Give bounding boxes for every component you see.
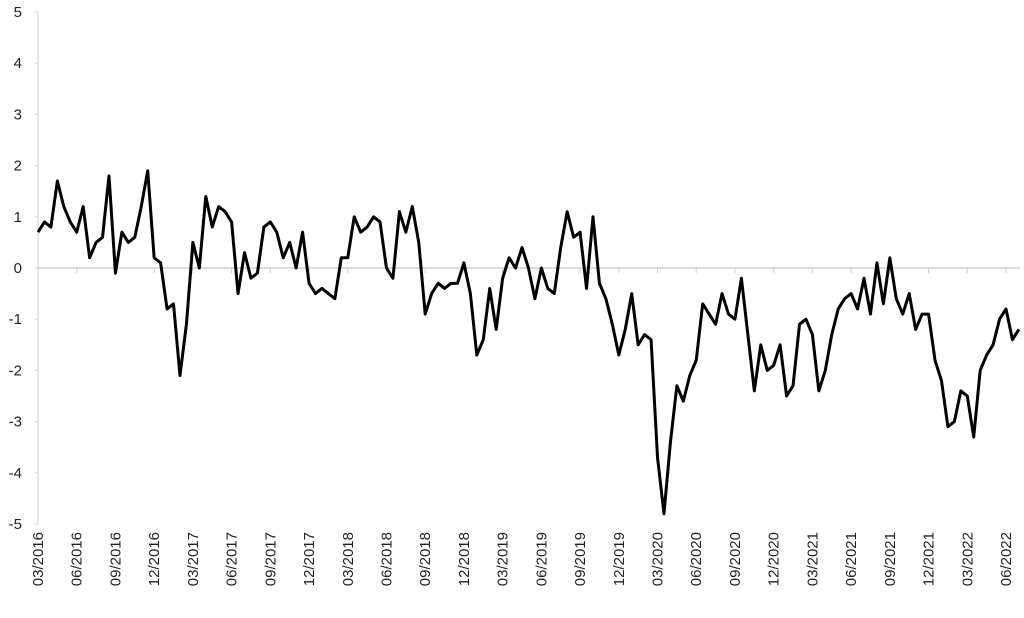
x-tick-label: 03/2022: [959, 532, 976, 586]
x-tick-label: 06/2017: [224, 532, 241, 586]
x-tick-label: 06/2021: [843, 532, 860, 586]
y-tick-label: 2: [14, 158, 22, 175]
x-tick-label: 06/2016: [69, 532, 86, 586]
x-tick-label: 09/2016: [107, 532, 124, 586]
x-tick-label: 12/2018: [456, 532, 473, 586]
x-tick-label: 09/2020: [727, 532, 744, 586]
y-tick-label: 0: [14, 260, 22, 277]
y-tick-label: 4: [14, 55, 22, 72]
x-tick-label: 09/2018: [417, 532, 434, 586]
y-tick-label: -1: [9, 311, 22, 328]
x-tick-label: 06/2022: [998, 532, 1015, 586]
y-tick-label: -4: [9, 465, 22, 482]
y-tick-label: -5: [9, 516, 22, 533]
x-tick-label: 12/2021: [921, 532, 938, 586]
y-tick-label: 3: [14, 106, 22, 123]
x-tick-label: 03/2021: [804, 532, 821, 586]
y-tick-label: 1: [14, 209, 22, 226]
x-tick-label: 09/2017: [262, 532, 279, 586]
x-tick-label: 12/2019: [611, 532, 628, 586]
x-tick-label: 09/2021: [882, 532, 899, 586]
y-tick-label: -2: [9, 362, 22, 379]
y-tick-label: 5: [14, 4, 22, 21]
x-tick-label: 03/2016: [30, 532, 47, 586]
series-line: [36, 169, 1021, 516]
x-tick-label: 06/2018: [378, 532, 395, 586]
x-tick-label: 03/2018: [340, 532, 357, 586]
x-tick-label: 06/2019: [533, 532, 550, 586]
x-tick-label: 06/2020: [688, 532, 705, 586]
x-tick-label: 09/2019: [572, 532, 589, 586]
x-tick-label: 12/2017: [301, 532, 318, 586]
x-tick-label: 03/2019: [495, 532, 512, 586]
x-tick-label: 12/2020: [766, 532, 783, 586]
y-tick-label: -3: [9, 414, 22, 431]
x-tick-label: 03/2017: [185, 532, 202, 586]
x-tick-label: 12/2016: [146, 532, 163, 586]
x-tick-label: 03/2020: [650, 532, 667, 586]
